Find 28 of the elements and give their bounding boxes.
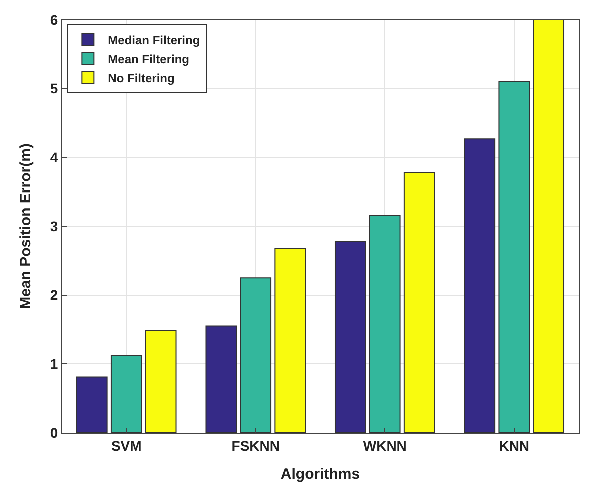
y-tick-label: 1 [50,356,58,372]
x-tick-label: KNN [499,438,530,454]
y-tick-label: 2 [50,287,58,304]
bar [533,20,565,433]
x-tick-label: SVM [111,438,142,454]
bar [206,326,238,433]
bar [464,138,496,433]
bar [404,172,436,433]
legend-label: Mean Filtering [108,52,190,66]
bar [110,355,142,433]
bar [145,330,177,433]
bar [76,376,108,433]
y-tick-label: 4 [50,150,58,166]
y-tick-label: 6 [50,12,58,28]
bar [369,214,401,433]
bar [240,278,272,433]
x-tick-label: WKNN [363,438,407,454]
x-tick-label: FSKNN [232,438,280,454]
legend-label: No Filtering [108,71,175,86]
legend-label: Median Filtering [108,33,200,48]
bar [274,248,306,433]
y-tick-label: 0 [50,424,58,441]
bar [334,241,366,433]
bar [498,81,530,433]
y-axis-title: Mean Position Error(m) [18,144,35,310]
x-axis-title: Algorithms [280,466,360,483]
y-tick-label: 3 [50,218,58,234]
y-tick-label: 5 [50,80,58,97]
